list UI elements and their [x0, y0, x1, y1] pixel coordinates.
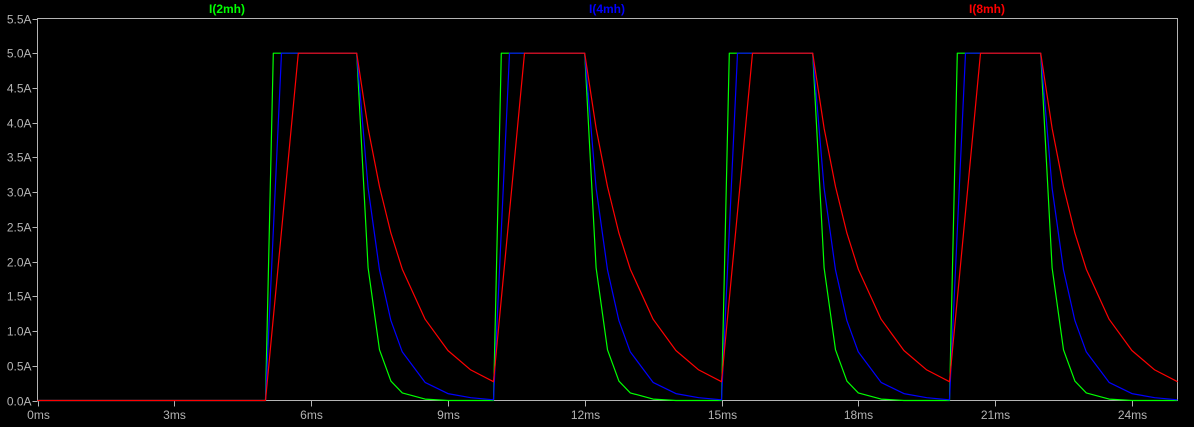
- y-tick-label: 3.0A: [7, 186, 32, 200]
- axis-ticks: 0ms 3ms 6ms 9ms 12ms 15ms 18ms 21ms 24ms 0.0A 0.5A…: [7, 13, 1147, 423]
- plot-frame: [37, 18, 1178, 401]
- traces: [37, 52, 1178, 402]
- legend-entry[interactable]: I(2mh): [209, 2, 245, 16]
- x-tick-label: 24ms: [1118, 408, 1147, 422]
- x-tick-label: 21ms: [981, 408, 1010, 422]
- trace-i4mh: [37, 52, 1178, 402]
- legend-entry[interactable]: I(4mh): [589, 2, 625, 16]
- trace-i8mh: [37, 52, 1178, 402]
- x-tick-label: 9ms: [437, 408, 460, 422]
- y-tick-label: 0.5A: [7, 360, 32, 374]
- y-tick-label: 0.0A: [7, 395, 32, 409]
- y-tick-label: 2.5A: [7, 221, 32, 235]
- x-tick-label: 12ms: [571, 408, 600, 422]
- legend-entry[interactable]: I(8mh): [969, 2, 1005, 16]
- legend: I(2mh) I(4mh) I(8mh): [209, 2, 1005, 16]
- y-tick-label: 1.0A: [7, 325, 32, 339]
- y-tick-label: 5.0A: [7, 47, 32, 61]
- y-tick-label: 4.5A: [7, 82, 32, 96]
- y-tick-label: 1.5A: [7, 290, 32, 304]
- y-tick-label: 4.0A: [7, 117, 32, 131]
- x-tick-label: 6ms: [300, 408, 323, 422]
- y-tick-label: 2.0A: [7, 256, 32, 270]
- x-tick-label: 18ms: [844, 408, 873, 422]
- x-tick-label: 15ms: [708, 408, 737, 422]
- x-tick-label: 0ms: [27, 408, 50, 422]
- trace-i2mh: [37, 52, 1178, 402]
- y-tick-label: 3.5A: [7, 151, 32, 165]
- x-tick-label: 3ms: [163, 408, 186, 422]
- y-tick-label: 5.5A: [7, 13, 32, 27]
